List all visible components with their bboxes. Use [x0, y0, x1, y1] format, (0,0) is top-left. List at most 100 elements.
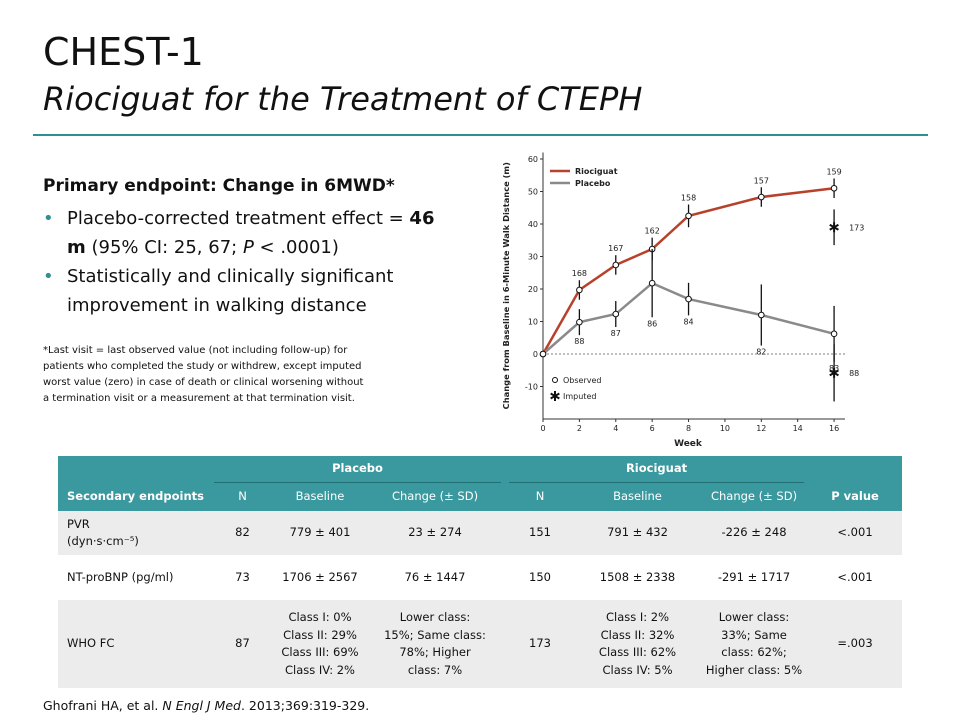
legend-marker [552, 377, 558, 383]
table-cell: -291 ± 1717 [700, 555, 809, 600]
bullet-text: Placebo-corrected treatment effect = [67, 208, 410, 229]
y-tick-label: 20 [528, 285, 538, 294]
table-cell: 23 ± 274 [365, 511, 506, 555]
header-cell [808, 456, 903, 483]
table-cell: 82 [210, 511, 275, 555]
table-cell: =.003 [808, 600, 903, 688]
endpoints-table: Placebo Riociguat Secondary endpoints N Base… [58, 456, 903, 688]
bullet: Statistically and clinically significant… [43, 262, 453, 320]
legend-label: Placebo [575, 179, 611, 188]
point [648, 279, 656, 287]
x-tick-label: 16 [829, 424, 839, 433]
table-cell: <.001 [808, 555, 903, 600]
point [576, 318, 583, 326]
table-cell: Class I: 0% Class II: 29% Class III: 69%… [275, 600, 365, 688]
legend-marker [550, 391, 560, 401]
y-tick-label: -10 [525, 383, 538, 392]
table-cell: NT-proBNP (pg/ml) [58, 555, 210, 600]
imputed-point [829, 222, 839, 233]
column-header: Secondary endpoints [58, 483, 210, 511]
point [576, 286, 583, 294]
x-tick-label: 8 [686, 424, 691, 433]
citation-text: Ghofrani HA, et al. [43, 698, 163, 713]
n-label: 88 [849, 369, 859, 378]
n-label: 84 [683, 317, 693, 326]
table-cell: 87 [210, 600, 275, 688]
table-row: NT-proBNP (pg/ml) 73 1706 ± 2567 76 ± 1447 1… [58, 555, 903, 600]
table-cell: 150 [505, 555, 576, 600]
x-tick-label: 12 [756, 424, 766, 433]
x-axis-label: Week [674, 439, 703, 449]
n-label: 86 [647, 319, 657, 328]
star-stroke [829, 223, 839, 231]
group-header: Placebo [210, 456, 506, 483]
column-header: Baseline [275, 483, 365, 511]
n-label: 168 [572, 269, 587, 278]
legend-label: Observed [563, 376, 602, 385]
x-tick-label: 4 [613, 424, 618, 433]
table-cell: WHO FC [58, 600, 210, 688]
n-label: 167 [608, 244, 623, 253]
x-tick-label: 0 [540, 424, 545, 433]
table-cell: 1508 ± 2338 [575, 555, 701, 600]
x-tick-label: 2 [577, 424, 582, 433]
n-label: 88 [574, 337, 584, 346]
bullet-text: P [242, 237, 254, 258]
x-tick-label: 10 [720, 424, 730, 433]
subtitle: Riociguat for the Treatment of CTEPH [43, 80, 643, 118]
point [612, 261, 620, 269]
table-cell: 76 ± 1447 [365, 555, 506, 600]
point [830, 184, 838, 192]
y-tick-label: 40 [528, 220, 538, 229]
group-header: Riociguat [505, 456, 809, 483]
n-label: 158 [681, 194, 696, 203]
bullet-text: Statistically and clinically significant… [67, 266, 394, 316]
table-cell: 151 [505, 511, 576, 555]
table-cell: Class I: 2% Class II: 32% Class III: 62%… [575, 600, 701, 688]
header-row: Placebo Riociguat [58, 456, 903, 483]
title: CHEST-1 [43, 30, 204, 74]
bullet-text: 46 m [67, 208, 435, 258]
table-cell: 1706 ± 2567 [275, 555, 365, 600]
table-cell: 779 ± 401 [275, 511, 365, 555]
legend-label: Riociguat [575, 167, 618, 176]
y-tick-label: 50 [528, 188, 538, 197]
point [830, 330, 838, 338]
n-label: 159 [826, 168, 841, 177]
column-header: Change (± SD) [700, 483, 809, 511]
n-label: 82 [756, 348, 766, 357]
citation: Ghofrani HA, et al. N Engl J Med. 2013;3… [43, 698, 369, 713]
column-header: N [505, 483, 576, 511]
point [758, 193, 765, 201]
n-label: 87 [611, 329, 621, 338]
x-tick-label: 14 [793, 424, 803, 433]
table-row: WHO FC 87 Class I: 0% Class II: 29% Class … [58, 600, 903, 688]
bullet: Placebo-corrected treatment effect = 46 … [43, 204, 453, 262]
table-cell: -226 ± 248 [700, 511, 809, 555]
y-tick-label: 0 [533, 350, 538, 359]
bullet-text: < .0001) [253, 237, 339, 258]
star-stroke [550, 392, 560, 400]
table-cell: Lower class: 15%; Same class: 78%; Highe… [365, 600, 506, 688]
table-cell: 73 [210, 555, 275, 600]
point [539, 350, 547, 358]
bullet-list: Placebo-corrected treatment effect = 46 … [43, 204, 453, 320]
group-header-text: Placebo [214, 460, 502, 483]
legend-label: Imputed [563, 392, 596, 401]
column-header: Baseline [575, 483, 701, 511]
table-cell: 173 [505, 600, 576, 688]
n-label: 162 [645, 227, 660, 236]
x-tick-label: 6 [650, 424, 655, 433]
table-cell: 791 ± 432 [575, 511, 701, 555]
point [612, 310, 620, 318]
citation-journal: N Engl J Med [162, 698, 241, 713]
bullet-text: (95% CI: 25, 67; [85, 237, 243, 258]
y-tick-label: 10 [528, 318, 538, 327]
n-label: 173 [849, 223, 864, 232]
table-cell: PVR (dyn·s·cm⁻⁵) [58, 511, 210, 555]
y-tick-label: 60 [528, 155, 538, 164]
star-stroke [829, 369, 839, 377]
chart: -10 0 10 20 30 40 50 60 0 2 4 6 8 10 12 14 16 Week Change … [501, 152, 864, 449]
table-cell: <.001 [808, 511, 903, 555]
column-header: N [210, 483, 275, 511]
